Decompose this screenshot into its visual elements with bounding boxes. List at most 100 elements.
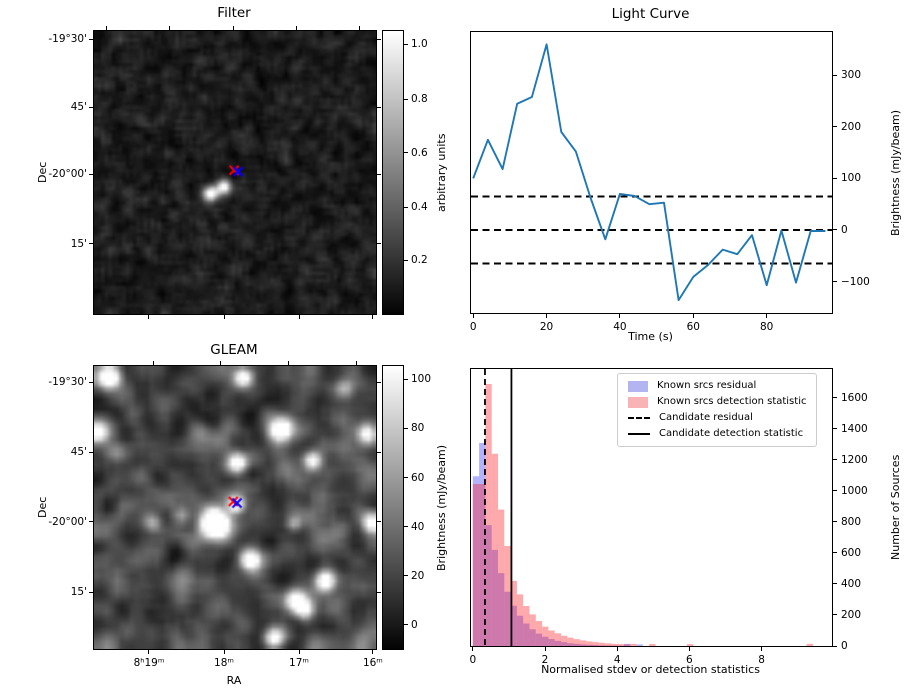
axis-tick — [833, 521, 837, 523]
tick-label: 100 — [411, 373, 432, 386]
histogram-bar — [535, 621, 543, 646]
gleam-title: GLEAM — [210, 342, 258, 358]
gleam-dec-axis-label: Dec — [36, 496, 49, 519]
histogram-bar — [523, 623, 530, 646]
legend-label: Known srcs residual — [657, 380, 757, 391]
axis-tick — [546, 314, 548, 318]
axis-tick — [833, 490, 837, 492]
tick-label: 1600 — [841, 391, 868, 404]
axis-tick — [404, 98, 408, 100]
axis-tick — [288, 361, 290, 365]
histogram-bar — [567, 643, 574, 646]
tick-label: 0.2 — [411, 254, 428, 267]
legend: Known srcs residual Known srcs detection … — [617, 373, 818, 447]
axis-tick — [833, 177, 837, 179]
histogram-bar — [554, 633, 561, 646]
histogram-bar — [561, 642, 568, 646]
axis-tick — [89, 451, 93, 453]
tick-label: 8ʰ19ᵐ — [133, 657, 165, 669]
histogram-bar — [523, 606, 530, 646]
axis-tick — [372, 315, 374, 319]
histogram-bar — [636, 644, 643, 646]
legend-entry: Known srcs residual — [628, 380, 806, 392]
gleam-colorbar-label: Brightness (mJy/beam) — [435, 444, 448, 571]
axis-tick — [404, 152, 408, 154]
histogram-bar — [529, 614, 536, 646]
tick-label: -20°00' — [48, 515, 87, 528]
axis-tick — [472, 314, 474, 318]
legend-label: Candidate residual — [659, 412, 753, 423]
tick-label: 4 — [613, 654, 621, 666]
axis-tick — [355, 361, 357, 365]
histogram-canvas — [472, 369, 813, 646]
axis-tick — [404, 427, 408, 429]
tick-label: 0 — [411, 618, 418, 631]
legend-label: Known srcs detection statistic — [657, 396, 807, 407]
histogram-bar — [491, 453, 498, 646]
tick-label: 60 — [686, 321, 700, 333]
tick-label: 200 — [841, 608, 862, 621]
histogram-bar — [561, 635, 568, 646]
tick-label: 45' — [70, 446, 87, 459]
axis-tick — [89, 173, 93, 175]
axis-tick — [89, 521, 93, 523]
legend-entry: Candidate residual — [628, 412, 806, 424]
axis-tick — [223, 650, 225, 654]
axis-tick — [377, 106, 381, 108]
light-curve-ylabel: Brightness (mJy/beam) — [889, 109, 902, 236]
histogram-bar — [586, 641, 593, 646]
tick-label: 17ᵐ — [289, 657, 309, 669]
tick-label: 1.0 — [411, 38, 428, 51]
tick-label: 400 — [841, 577, 862, 590]
histogram-bar — [598, 642, 606, 646]
histogram-bar — [479, 484, 486, 646]
histogram-bar — [535, 633, 543, 646]
tick-label: −100 — [841, 275, 870, 288]
histogram-bar — [485, 525, 492, 646]
histogram-bar — [491, 549, 498, 646]
axis-tick — [372, 650, 374, 654]
axis-tick — [833, 126, 837, 128]
histogram-bar — [573, 639, 580, 646]
axis-tick — [833, 229, 837, 231]
histogram-bar — [592, 642, 599, 646]
histogram-bar — [510, 580, 517, 646]
histogram-bar — [479, 442, 486, 646]
histogram-bar — [567, 637, 574, 646]
histogram-bar — [630, 643, 637, 646]
histogram-bar — [472, 484, 480, 646]
axis-tick — [295, 26, 297, 30]
histogram-bar — [516, 594, 524, 646]
tick-label: 1000 — [841, 484, 868, 497]
axis-tick — [833, 74, 837, 76]
axis-tick — [89, 243, 93, 245]
axis-tick — [223, 315, 225, 319]
gleam-colorbar: Brightness (mJy/beam) 100 80 60 40 20 0 — [382, 365, 448, 650]
axis-tick — [89, 106, 93, 108]
histogram-bar — [516, 615, 524, 646]
tick-label: 0.4 — [411, 201, 428, 214]
histogram-bar — [554, 640, 561, 646]
axis-tick — [148, 650, 150, 654]
axis-tick — [472, 647, 474, 651]
axis-tick — [404, 378, 408, 380]
axis-tick — [833, 459, 837, 461]
filter-noise-image — [94, 31, 376, 314]
tick-label: 0.6 — [411, 146, 428, 159]
histogram-bar — [806, 643, 813, 646]
filter-colorbar-label: arbitrary units — [435, 133, 448, 212]
tick-label: 15' — [70, 237, 87, 250]
histogram-bar — [548, 630, 555, 646]
histogram-bar — [498, 509, 505, 646]
axis-tick — [833, 614, 837, 616]
tick-label: 40 — [613, 321, 627, 333]
tick-label: 0.8 — [411, 93, 428, 106]
tick-label: 0 — [469, 321, 477, 333]
filter-title: Filter — [217, 5, 251, 21]
gleam-image-plot: Dec -19°30' 45' -20°00' 15' 8ʰ19ᵐ 18ᵐ 17ᵐ 16ᵐ — [36, 361, 383, 669]
histogram-bar — [579, 644, 587, 646]
axis-tick — [404, 206, 408, 208]
axis-tick — [833, 583, 837, 585]
tick-label: 200 — [841, 120, 862, 133]
